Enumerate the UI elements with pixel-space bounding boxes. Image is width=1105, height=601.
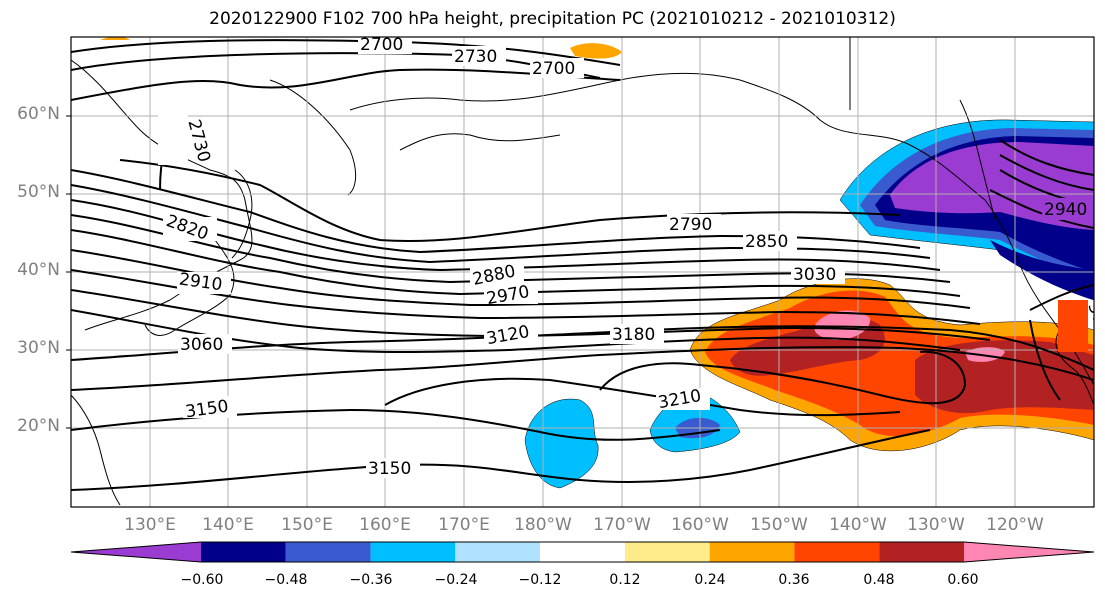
longitude-label-140e: 140°E bbox=[202, 515, 254, 535]
colorbar-tick-7: 0.24 bbox=[694, 572, 726, 588]
contour-labels: 2700 2730 2700 2730 2820 2910 2790 2850 … bbox=[158, 35, 1094, 479]
map-title: 2020122900 F102 700 hPa height, precipit… bbox=[209, 9, 896, 29]
colorbar-swatch-11 bbox=[964, 542, 1094, 562]
contour-label-2940: 2940 bbox=[1044, 200, 1087, 220]
colorbar-swatch-6 bbox=[540, 542, 625, 562]
contour-label-2730-a: 2730 bbox=[454, 47, 497, 67]
axis-ticks bbox=[66, 115, 71, 429]
latitude-label-50n: 50°N bbox=[17, 182, 60, 202]
contour-label-2790: 2790 bbox=[669, 215, 712, 235]
colorbar-tick-5: −0.12 bbox=[518, 572, 562, 588]
contour-label-2700-a: 2700 bbox=[360, 35, 403, 55]
colorbar-tick-4: −0.24 bbox=[434, 572, 478, 588]
colorbar-tick-6: 0.12 bbox=[609, 572, 641, 588]
contour-label-2850: 2850 bbox=[745, 232, 788, 252]
latitude-label-30n: 30°N bbox=[17, 338, 60, 358]
longitude-label-130w: 130°W bbox=[907, 515, 965, 535]
colorbar-swatch-1 bbox=[71, 542, 201, 562]
colorbar-swatch-9 bbox=[794, 542, 880, 562]
latitude-label-40n: 40°N bbox=[17, 260, 60, 280]
colorbar-tick-8: 0.36 bbox=[778, 572, 810, 588]
colorbar-tick-9: 0.48 bbox=[863, 572, 895, 588]
gridlines bbox=[71, 37, 1094, 507]
longitude-label-120w: 120°W bbox=[986, 515, 1044, 535]
colorbar-outline bbox=[70, 541, 1095, 563]
longitude-label-150e: 150°E bbox=[281, 515, 333, 535]
colorbar-swatch-4 bbox=[370, 542, 456, 562]
colorbar-swatch-8 bbox=[709, 542, 795, 562]
coastlines bbox=[71, 37, 1094, 506]
colorbar bbox=[70, 541, 1095, 563]
longitude-label-130e: 130°E bbox=[124, 515, 176, 535]
colorbar-tick-3: −0.36 bbox=[349, 572, 393, 588]
longitude-label-170e: 170°E bbox=[438, 515, 490, 535]
latitude-label-20n: 20°N bbox=[17, 416, 60, 436]
contour-label-3150-b: 3150 bbox=[368, 459, 411, 479]
longitude-label-140w: 140°W bbox=[829, 515, 887, 535]
colorbar-swatch-2 bbox=[201, 542, 286, 562]
colorbar-tick-10: 0.60 bbox=[947, 572, 979, 588]
colorbar-swatch-5 bbox=[455, 542, 541, 562]
longitude-label-150w: 150°W bbox=[750, 515, 808, 535]
colorbar-tick-2: −0.48 bbox=[264, 572, 308, 588]
contour-label-3030: 3030 bbox=[793, 265, 836, 285]
longitude-label-160w: 160°W bbox=[671, 515, 729, 535]
contour-label-3180: 3180 bbox=[612, 325, 655, 345]
latitude-label-60n: 60°N bbox=[17, 104, 60, 124]
longitude-label-170w: 170°W bbox=[593, 515, 651, 535]
contour-label-3060: 3060 bbox=[180, 335, 223, 355]
colorbar-swatch-10 bbox=[879, 542, 964, 562]
colorbar-swatch-7 bbox=[624, 542, 710, 562]
longitude-label-160e: 160°E bbox=[359, 515, 411, 535]
colorbar-swatch-3 bbox=[285, 542, 371, 562]
colorbar-tick-1: −0.60 bbox=[180, 572, 224, 588]
longitude-label-180w: 180°W bbox=[514, 515, 572, 535]
contour-label-2700-b: 2700 bbox=[532, 59, 575, 79]
